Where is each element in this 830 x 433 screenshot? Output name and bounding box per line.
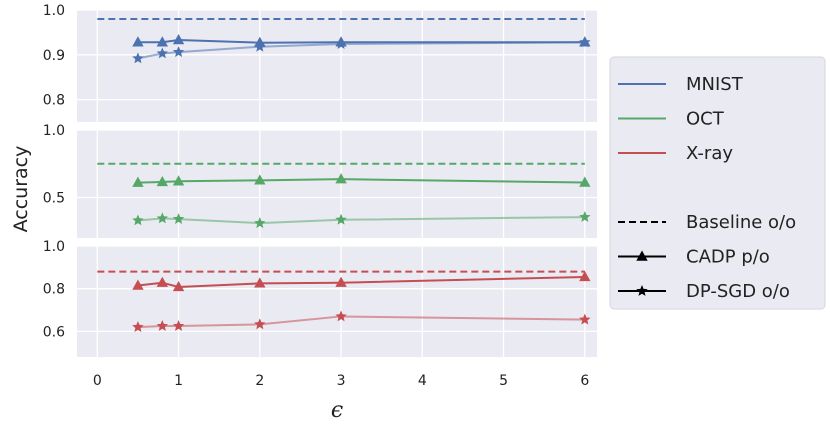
legend-item: DP-SGD o/o <box>618 281 790 302</box>
legend-label: MNIST <box>686 74 744 95</box>
legend-label: X-ray <box>686 143 733 164</box>
panel-mnist: 0.8 0.9 1.0 <box>43 3 597 122</box>
cadp-point <box>156 276 169 287</box>
y-tick-label: 1.0 <box>43 123 65 139</box>
dp-sgd-line <box>137 315 585 329</box>
dp-sgd-point <box>132 52 144 64</box>
dp-sgd-point <box>579 211 591 222</box>
panel-background <box>77 10 597 122</box>
dp-sgd-point <box>254 318 266 330</box>
cadp-point <box>579 270 591 282</box>
dp-sgd-point <box>335 38 347 49</box>
panel-x-ray: 0.6 0.8 1.0 <box>43 239 597 357</box>
dp-sgd-point <box>335 310 347 322</box>
cadp-line <box>137 39 585 44</box>
cadp-point <box>579 176 591 187</box>
dp-sgd-line <box>137 41 585 60</box>
legend-label: Baseline o/o <box>686 212 796 233</box>
dp-sgd-point <box>579 36 591 48</box>
y-tick-label: 0.8 <box>43 282 65 298</box>
legend-item: OCT <box>618 109 725 130</box>
legend-marker-star <box>636 285 648 296</box>
cadp-point <box>156 36 169 47</box>
y-tick-label: 0.9 <box>43 48 65 64</box>
y-tick-label: 1.0 <box>43 239 65 255</box>
dp-sgd-point <box>156 212 169 224</box>
cadp-line <box>137 275 585 288</box>
cadp-point <box>254 277 266 288</box>
dp-sgd-point <box>579 313 591 325</box>
dp-sgd-point <box>172 213 185 224</box>
legend-label: OCT <box>686 109 725 130</box>
x-axis: 0 1 2 3 4 5 6 <box>93 373 590 389</box>
x-tick-label: 1 <box>174 373 183 389</box>
y-tick-label: 0.5 <box>43 191 65 207</box>
legend: MNIST OCT X-ray Baseline o/o CADP p/o DP-SGD … <box>609 56 826 310</box>
panels: 0.8 0.9 1.0 0.5 1.0 0.6 0.8 1.0 <box>43 3 597 357</box>
x-tick-label: 6 <box>580 373 589 389</box>
x-tick-label: 5 <box>499 373 508 389</box>
dp-sgd-point <box>172 320 185 331</box>
legend-marker-triangle <box>636 250 648 261</box>
y-axis-label: Accuracy <box>10 146 32 233</box>
legend-item: X-ray <box>618 143 733 164</box>
dp-sgd-point <box>132 214 144 226</box>
cadp-point <box>335 173 347 184</box>
y-tick-label: 0.8 <box>43 93 65 109</box>
dp-sgd-point <box>156 47 169 59</box>
panel-oct: 0.5 1.0 <box>43 123 597 238</box>
dp-sgd-line <box>137 216 585 225</box>
x-tick-label: 0 <box>93 373 102 389</box>
x-tick-label: 2 <box>255 373 264 389</box>
x-tick-label: 3 <box>337 373 346 389</box>
legend-box <box>609 56 826 310</box>
dp-sgd-point <box>156 320 169 331</box>
cadp-point <box>254 174 266 185</box>
cadp-point <box>132 176 144 187</box>
y-tick-label: 0.6 <box>43 324 65 340</box>
cadp-point <box>172 34 185 45</box>
legend-item: Baseline o/o <box>618 212 796 233</box>
legend-label: CADP p/o <box>686 247 770 268</box>
cadp-point <box>172 280 185 292</box>
legend-item: CADP p/o <box>618 247 770 268</box>
cadp-point <box>172 175 185 186</box>
dp-sgd-point <box>132 321 144 332</box>
dp-sgd-point <box>254 217 266 228</box>
cadp-point <box>335 276 347 287</box>
dp-sgd-point <box>172 46 185 57</box>
y-tick-label: 1.0 <box>43 3 65 19</box>
panel-background <box>77 246 597 357</box>
cadp-point <box>132 36 144 47</box>
x-axis-label: ϵ <box>331 398 343 423</box>
x-tick-label: 4 <box>418 373 427 389</box>
cadp-line <box>137 178 585 184</box>
cadp-point <box>132 279 144 290</box>
dp-sgd-point <box>335 213 347 225</box>
legend-item: MNIST <box>618 74 744 95</box>
cadp-point <box>156 175 169 187</box>
legend-label: DP-SGD o/o <box>686 281 790 302</box>
panel-background <box>77 130 597 238</box>
dp-sgd-point <box>254 40 266 52</box>
